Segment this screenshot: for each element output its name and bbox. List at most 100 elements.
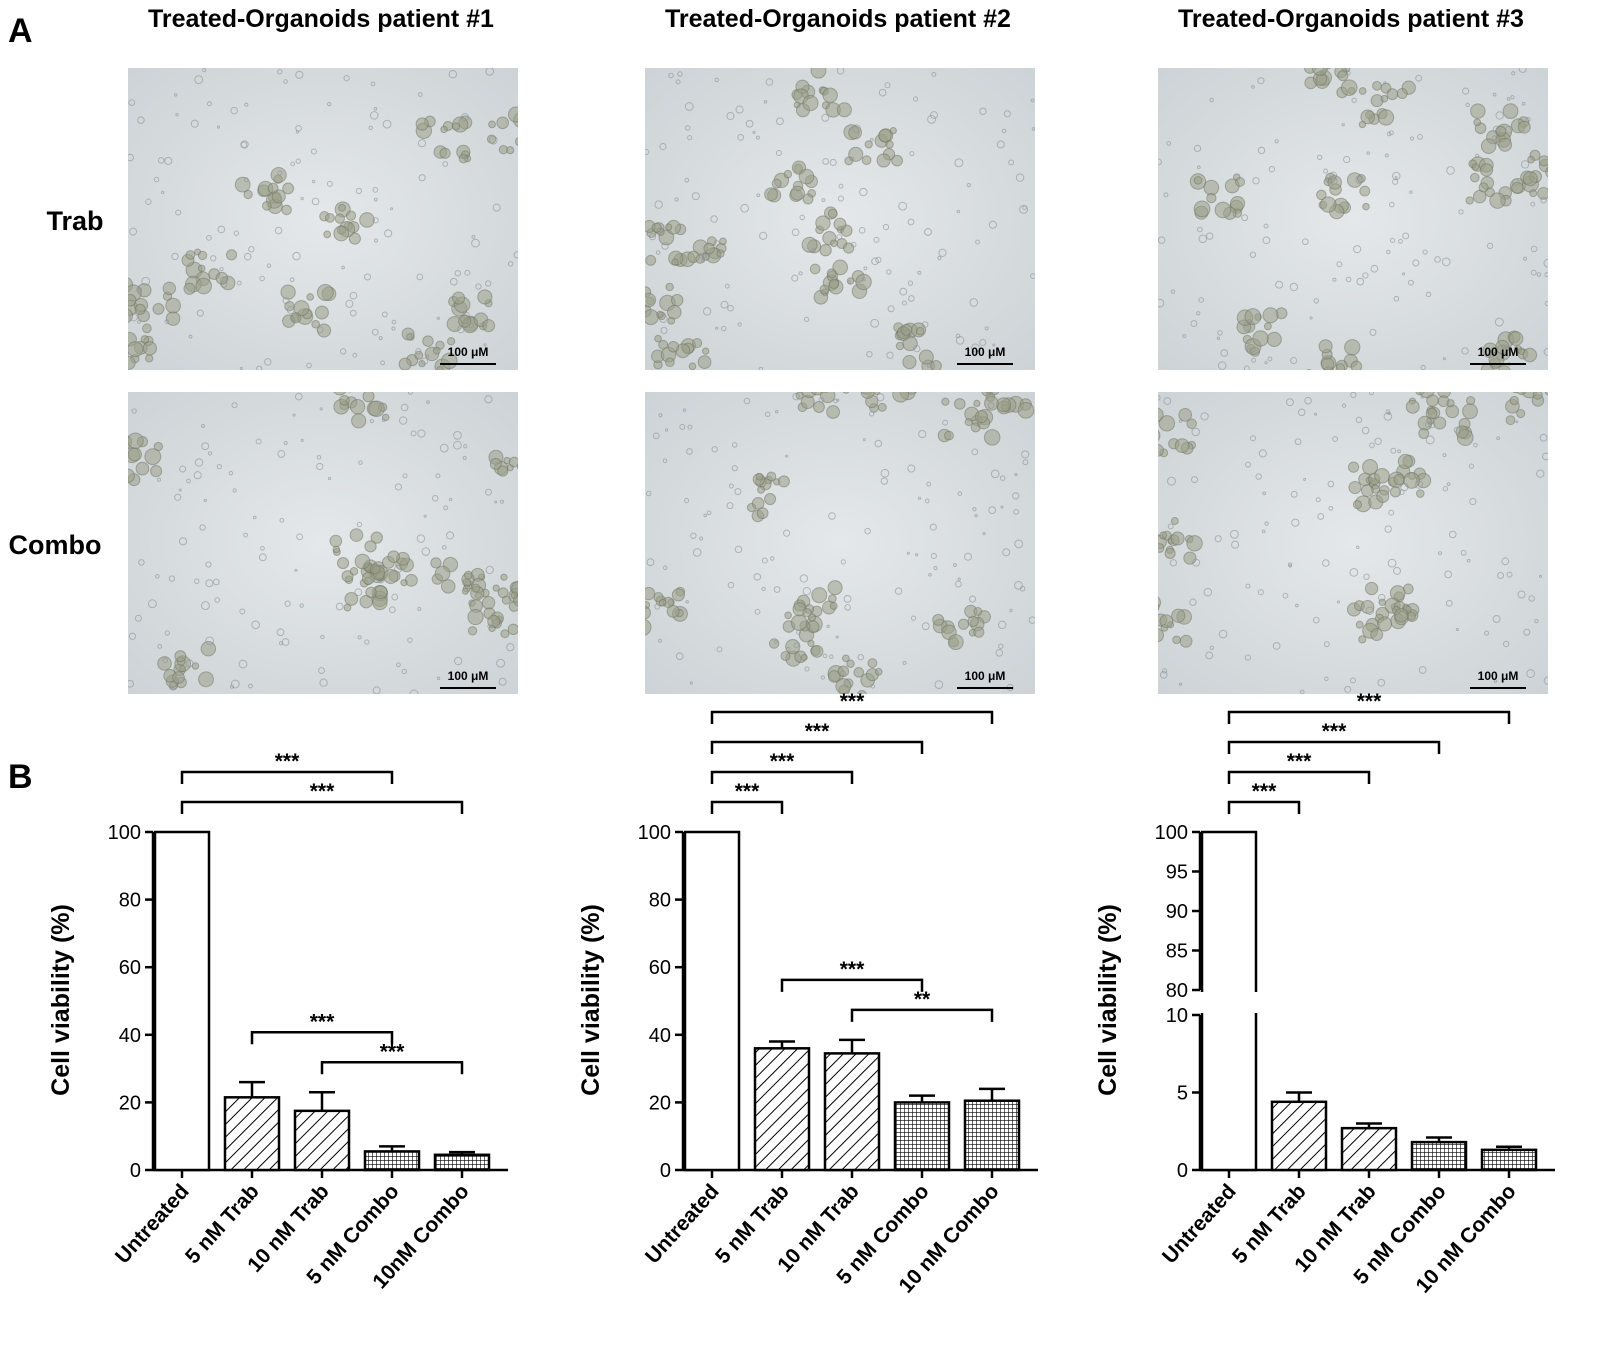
cell	[815, 215, 831, 231]
debris	[300, 438, 304, 443]
cell	[885, 140, 894, 149]
debris	[822, 158, 830, 165]
cell	[522, 128, 535, 141]
debris	[662, 458, 668, 464]
cell	[461, 587, 469, 595]
significance-bracket	[710, 710, 994, 724]
debris	[206, 101, 212, 107]
debris	[1353, 245, 1362, 254]
cell	[895, 341, 905, 351]
debris	[390, 207, 394, 211]
debris	[1251, 85, 1255, 89]
cell	[338, 203, 346, 212]
cell	[128, 293, 137, 307]
debris	[818, 396, 825, 403]
cell	[489, 457, 502, 470]
debris	[679, 423, 686, 430]
cell	[810, 392, 824, 396]
debris	[507, 261, 514, 267]
debris	[448, 497, 453, 502]
debris	[209, 255, 217, 262]
cell	[329, 534, 343, 548]
debris	[970, 343, 980, 353]
cell	[829, 601, 838, 610]
significance-label: **	[914, 988, 931, 1011]
debris	[384, 229, 393, 238]
debris	[799, 574, 809, 583]
debris	[292, 251, 301, 261]
debris	[876, 393, 885, 402]
cell	[1170, 517, 1179, 525]
debris	[836, 68, 845, 75]
cell	[1335, 363, 1346, 370]
cell	[467, 626, 478, 636]
cell	[422, 335, 434, 347]
cell	[195, 277, 213, 295]
debris	[1446, 482, 1451, 487]
debris	[1291, 518, 1300, 527]
debris	[311, 197, 320, 206]
cell	[1498, 364, 1511, 370]
cell	[128, 341, 144, 358]
debris	[1343, 155, 1351, 164]
debris	[687, 135, 693, 141]
debris	[1455, 627, 1460, 632]
debris	[276, 628, 285, 637]
debris	[974, 514, 978, 518]
cell	[1203, 179, 1220, 196]
cell	[501, 595, 511, 605]
debris	[1407, 279, 1414, 286]
cell	[855, 273, 872, 291]
cell	[1360, 109, 1376, 125]
micrograph: 100 μM	[1158, 392, 1548, 694]
debris	[734, 545, 743, 554]
cell	[1370, 628, 1384, 642]
significance-label: ***	[310, 780, 335, 803]
cell	[1214, 201, 1232, 219]
error-bar	[239, 1080, 265, 1098]
debris	[407, 637, 413, 643]
cell	[1266, 331, 1282, 347]
cell	[1318, 339, 1333, 354]
cell	[878, 128, 892, 143]
debris	[259, 275, 265, 282]
debris	[664, 428, 669, 432]
debris	[874, 439, 883, 448]
cell	[1389, 486, 1402, 498]
micrograph: 100 μM	[645, 68, 1035, 370]
debris	[1383, 412, 1393, 421]
debris	[990, 469, 1000, 479]
debris	[927, 363, 932, 368]
debris	[826, 624, 830, 629]
debris	[912, 96, 919, 102]
debris	[266, 263, 272, 268]
debris	[243, 177, 249, 183]
cell	[1537, 187, 1548, 200]
debris	[884, 82, 891, 89]
debris	[1469, 497, 1477, 506]
debris	[316, 454, 322, 460]
cell	[128, 447, 142, 462]
debris	[295, 70, 304, 79]
cell	[790, 614, 808, 631]
cell	[1252, 330, 1269, 347]
cell	[1394, 608, 1409, 623]
error-bar	[1356, 1122, 1382, 1129]
cell	[1158, 603, 1160, 612]
debris	[1345, 276, 1352, 283]
debris	[475, 283, 482, 290]
debris	[382, 119, 392, 129]
cell	[1179, 634, 1193, 648]
debris	[483, 343, 487, 347]
cell	[323, 230, 332, 239]
cell	[666, 604, 680, 618]
cell	[1470, 172, 1480, 183]
debris	[996, 140, 1005, 149]
significance-label: ***	[1252, 780, 1277, 803]
debris	[894, 587, 903, 595]
debris	[202, 68, 207, 73]
debris	[964, 552, 972, 561]
cell	[764, 493, 777, 506]
debris	[659, 143, 667, 151]
debris	[998, 643, 1004, 649]
